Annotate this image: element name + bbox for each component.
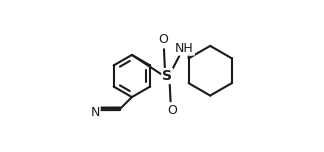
Text: S: S (162, 69, 172, 83)
Text: O: O (158, 33, 168, 46)
Text: N: N (90, 106, 100, 119)
Text: O: O (167, 104, 177, 117)
Text: NH: NH (175, 42, 194, 55)
